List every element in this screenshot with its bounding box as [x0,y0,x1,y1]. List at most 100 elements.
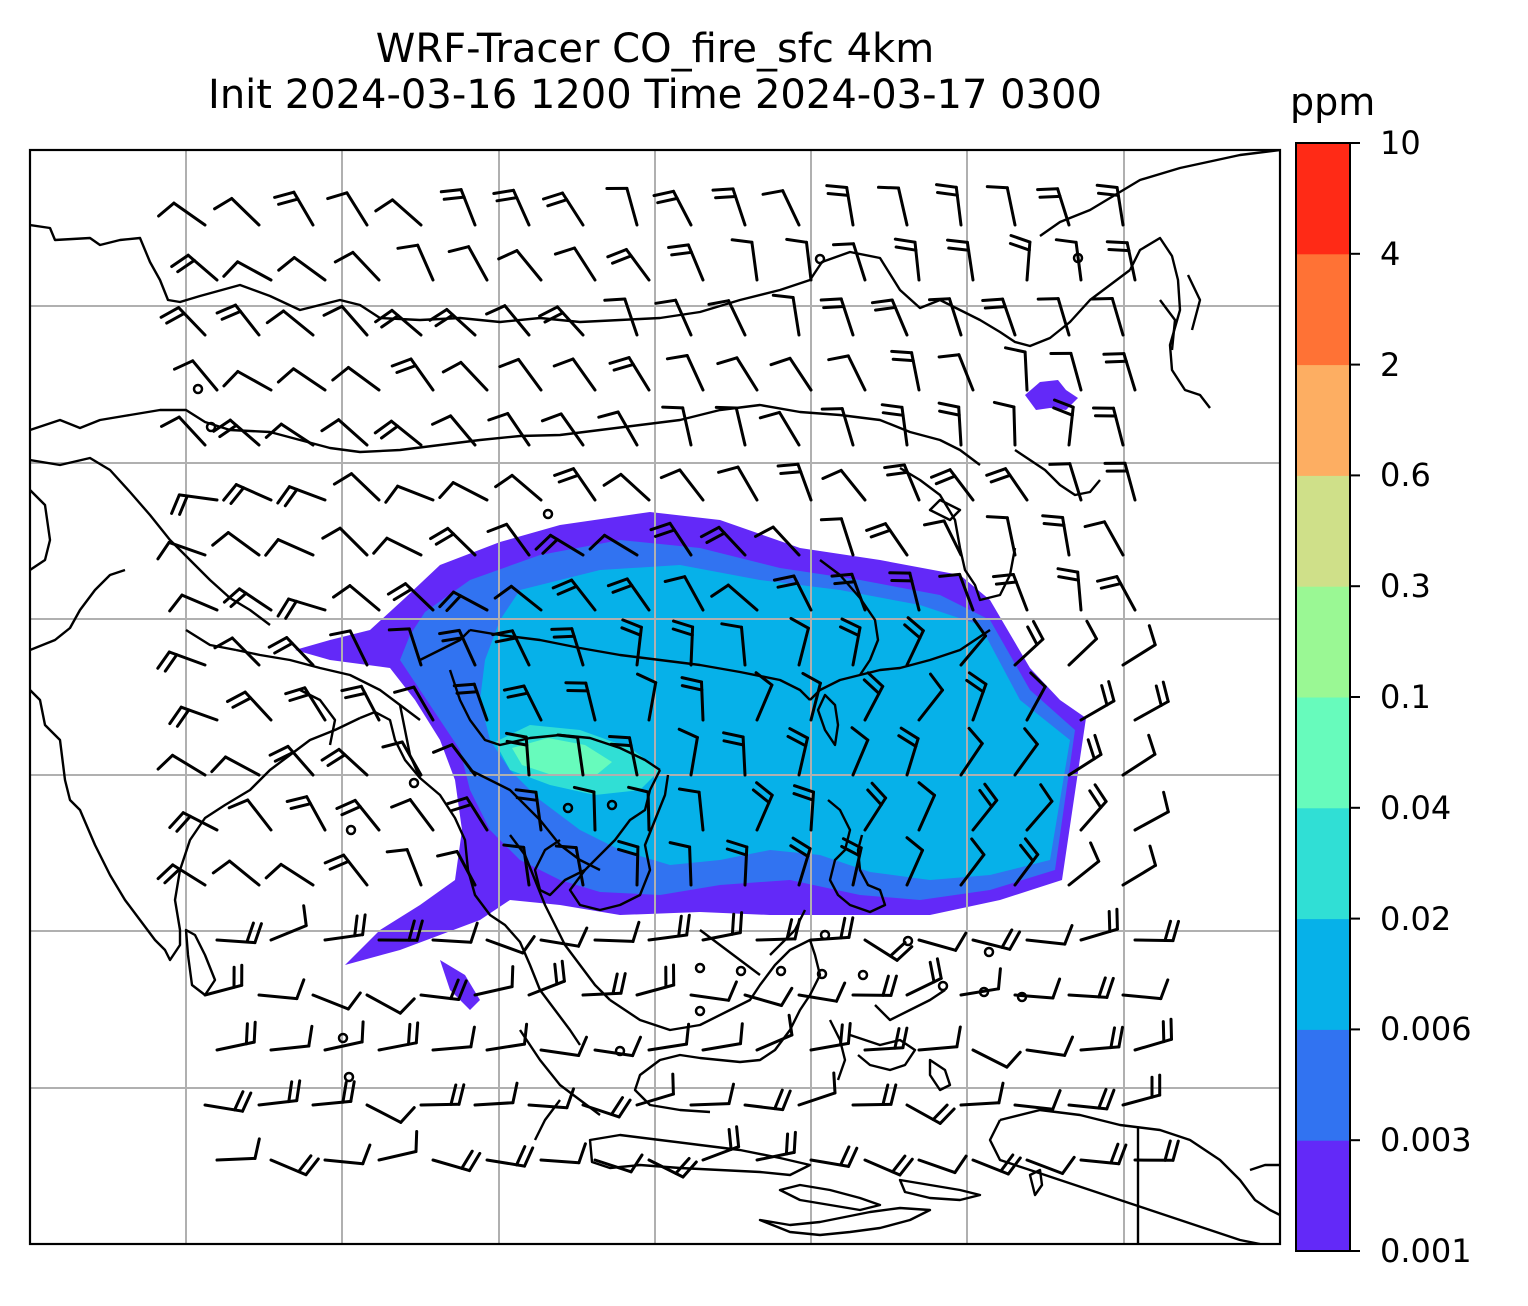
wind-barb-shaft [581,1103,621,1119]
wind-barb-flag [222,370,240,388]
wind-barb-flag [1117,1025,1124,1049]
wind-barb-shaft [1025,1158,1064,1175]
wind-barb-flag [735,1125,741,1149]
wind-barb-shaft [510,629,531,667]
colorbar-tick-label: 0.6 [1380,456,1431,495]
wind-barb-shaft [851,738,870,777]
wind-barb-flag [725,847,748,857]
wind-barb-flag [165,311,186,325]
wind-barb-flag [889,1083,898,1106]
wind-barb-flag [210,755,227,774]
wind-barb-shaft [573,246,597,282]
wind-barb-flag [714,195,737,200]
colorbar-tick-label: 0.003 [1380,1121,1472,1160]
wind-barb-flag [449,978,460,1001]
wind-barb-shaft [570,578,597,612]
wind-barb-flag [997,967,1002,991]
wind-barb-shaft [323,1158,365,1166]
wind-barb-shaft [555,305,585,337]
wind-barb-shaft [755,1150,796,1162]
wind-barb-shaft [839,468,867,502]
wind-barb-shaft [593,938,635,943]
wind-barb-flag [322,304,344,317]
wind-barb-flag [1086,738,1096,761]
wind-barb-shaft [534,790,543,832]
wind-barb-flag [178,494,189,516]
wind-barb-shaft [572,467,597,502]
wind-barb-flag [491,629,514,637]
map-title: WRF-Tracer CO_fire_sfc 4km Init 2024-03-… [30,26,1280,118]
wind-barb-shaft [1069,351,1083,392]
wind-barb-shaft [1012,405,1017,447]
wind-barb-flag [981,297,1005,302]
wind-barb-shaft [1076,570,1083,612]
wind-barb-flag [1009,234,1032,244]
wind-barb-shaft [593,1158,633,1174]
wind-barb-shaft [340,304,369,337]
wind-barb-shaft [215,1156,257,1162]
wind-barb-flag [1083,520,1106,529]
wind-barb-shaft [809,681,822,722]
wind-barb-flag [415,919,424,942]
wind-barb-shaft [1056,297,1071,337]
wind-barb-shaft [1122,352,1137,392]
wind-barb-flag [983,782,999,802]
wind-barb-flag [610,1096,624,1116]
wind-barb-shaft [797,993,838,1003]
wind-barb-shaft [237,587,273,612]
wind-barb-flag [820,407,844,411]
wind-barb-flag [399,1106,416,1124]
wind-barb-flag [936,191,959,197]
wind-barb-flag [398,997,416,1015]
wind-barb-shaft [971,938,1012,951]
wind-barb-shaft [503,304,531,337]
wind-barb-flag [611,583,634,594]
wind-barb-flag [739,1022,744,1046]
wind-barb-flag [983,305,1007,310]
wind-barb-flag [938,409,961,417]
wind-barb-shaft [1112,406,1125,447]
wind-barb-flag [285,795,309,803]
wind-barb-flag [241,1091,253,1113]
wind-barb-flag [612,362,635,372]
wind-barb-shaft [549,533,585,557]
wind-barb-flag [620,626,642,637]
wind-barb-shaft [276,538,315,557]
wind-barb-flag [505,731,528,739]
wind-barb-flag [609,742,633,748]
wind-barb-flag [434,313,455,328]
wind-barb-flag [1041,514,1065,519]
wind-barb-flag [727,980,738,1002]
wind-barb-flag [881,411,905,417]
wind-barb-shaft [689,625,695,667]
wind-barb-flag [485,304,507,316]
wind-barb-flag [321,526,342,540]
wind-barb-flag [494,473,514,489]
wind-barb-flag [233,1090,245,1112]
wind-barb-shaft [385,536,423,557]
wind-barb-flag [220,309,242,321]
wind-barb-flag [714,405,738,410]
wind-barb-shaft [971,1158,1010,1176]
wind-barb-flag [215,303,237,315]
wind-barb-flag [893,237,917,244]
wind-barb-shaft [377,1150,418,1162]
wind-barb-flag [888,941,907,958]
wind-barb-shaft [905,848,924,887]
wind-barb-flag [899,726,920,741]
wind-barb-flag [1019,843,1035,863]
wind-barb-flag [414,1021,420,1045]
wind-barb-flag [264,538,280,557]
wind-barb-flag [652,189,675,198]
wind-barb-shaft [234,483,273,502]
wind-barb-shaft [431,938,473,944]
wind-barb-shaft [179,705,219,722]
wind-barb-shaft [851,1102,893,1107]
wind-barb-flag [722,739,745,747]
wind-barb-flag [862,678,881,695]
wind-barb-shaft [917,793,936,832]
wind-barb-flag [999,1153,1015,1173]
wind-barb-flag [992,573,1015,579]
wind-barb-shaft [726,583,759,612]
wind-barb-shaft [279,862,315,887]
